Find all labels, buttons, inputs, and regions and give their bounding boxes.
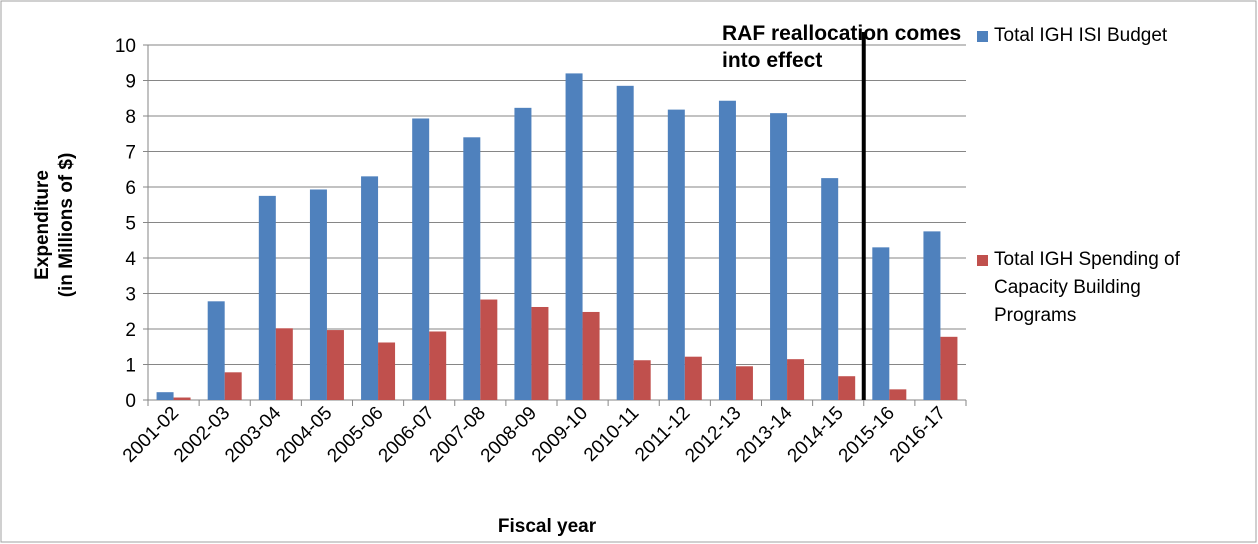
bar [923,231,941,400]
y-axis-title: (in Millions of $) [56,153,77,298]
bar [258,195,276,400]
bar [275,328,293,400]
y-tick-label: 10 [115,36,136,57]
y-tick-label: 7 [125,143,136,164]
bar [429,331,447,400]
legend-label: Total IGH ISI Budget [994,25,1168,46]
annotation: RAF reallocation comes [722,22,961,45]
y-tick-label: 9 [125,72,136,93]
bar [770,113,788,400]
y-tick-label: 8 [125,107,136,128]
y-tick-label: 3 [125,285,136,306]
y-axis-title: Expenditure [32,170,53,280]
bar [480,299,498,400]
legend-label: Total IGH Spending of Capacity Building … [994,249,1180,326]
legend-entry: Total IGH Spending of Capacity Building … [977,246,1227,330]
bar [224,372,242,400]
bar [940,336,958,400]
bar [872,247,890,400]
y-tick-label: 2 [125,320,136,341]
bar [207,301,225,400]
bar [326,330,344,400]
bar [889,389,907,400]
bar [531,306,549,400]
bar [378,342,396,400]
y-tick-label: 4 [125,249,136,270]
bar [821,178,839,400]
legend-entry: Total IGH ISI Budget [977,22,1227,50]
bar [156,392,174,400]
legend-swatch [977,31,988,42]
annotation: into effect [722,49,822,72]
y-tick-label: 5 [125,214,136,235]
bar [565,73,583,401]
bar [514,107,532,401]
bar [838,376,856,400]
bar [309,189,327,400]
x-axis-title: Fiscal year [498,516,597,537]
bar [787,359,805,400]
bar [616,85,634,400]
y-tick-label: 0 [125,391,136,412]
bar [412,118,430,401]
bar [582,311,600,400]
legend-swatch [977,255,988,266]
bar [463,137,481,401]
bar [667,109,685,401]
bar [684,356,702,400]
bar [735,366,753,400]
bar [173,397,191,400]
bar [361,176,379,400]
bar [718,100,736,401]
y-tick-label: 6 [125,178,136,199]
y-tick-label: 1 [125,356,136,377]
bar [633,360,651,400]
